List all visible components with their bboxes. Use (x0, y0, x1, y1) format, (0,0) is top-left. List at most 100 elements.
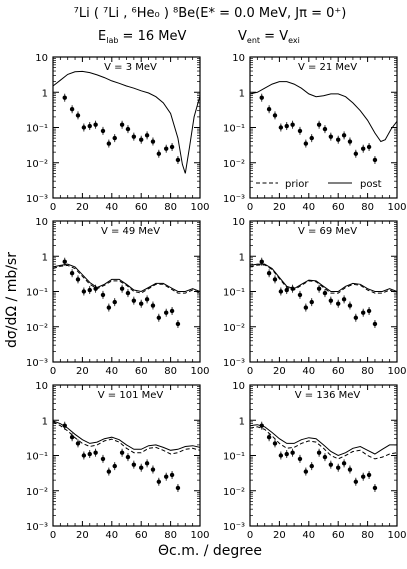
y-tick-label: 10⁻² (223, 323, 245, 334)
x-tick-label: 80 (361, 366, 374, 377)
data-point (112, 135, 117, 141)
data-point (290, 450, 295, 455)
data-point (131, 298, 137, 303)
x-tick-label: 20 (76, 202, 89, 213)
data-point (93, 286, 98, 291)
data-point (139, 465, 144, 470)
data-point (106, 141, 112, 146)
panel-label: V = 3 MeV (104, 62, 157, 73)
data-point (266, 435, 272, 440)
data-point (62, 423, 67, 428)
y-tick-label: 10⁻³ (26, 358, 48, 369)
x-tick-label: 60 (135, 202, 148, 213)
data-point (125, 454, 131, 460)
y-tick-label: 10⁻³ (223, 522, 245, 533)
svg-text:Elab = 16 MeV: Elab = 16 MeV (98, 29, 186, 45)
data-point (336, 137, 341, 142)
data-point (175, 321, 181, 327)
data-point (62, 259, 67, 264)
figure-title: ⁷Li ( ⁷Li , ⁶He₀ ) ⁸Be(E* = 0.0 MeV, Jπ … (74, 6, 347, 21)
y-tick-label: 10⁻² (26, 487, 48, 498)
data-point (341, 461, 347, 466)
data-point (106, 305, 112, 310)
legend-post-label: post (360, 179, 382, 190)
data-point (316, 450, 322, 455)
data-point (284, 123, 289, 129)
y-tick-label: 10⁻¹ (26, 452, 48, 463)
chart-panel: 0 20 40 60 80 100 10 1 10⁻¹ 10⁻² 10⁻³ V = 101 MeV (26, 381, 210, 541)
x-tick-label: 100 (387, 202, 406, 213)
data-point (75, 277, 81, 282)
y-tick-label: 1 (239, 252, 245, 263)
data-point (272, 113, 278, 118)
y-tick-label: 10⁻² (223, 487, 245, 498)
data-point (144, 461, 150, 466)
y-tick-label: 10⁻² (26, 159, 48, 170)
data-point (69, 435, 75, 440)
figure-subtitle: Elab = 16 MeV Vent = Vexi (98, 29, 300, 45)
data-point (75, 441, 81, 446)
chart-panel: 0 20 40 60 80 100 10 1 10⁻¹ 10⁻² 10⁻³ V = 3 MeV (26, 53, 210, 213)
x-tick-label: 80 (361, 530, 374, 541)
data-point (119, 286, 125, 291)
x-tick-label: 40 (302, 530, 315, 541)
x-tick-label: 60 (332, 366, 345, 377)
data-point (328, 462, 334, 467)
prior-curve (53, 264, 200, 294)
x-tick-label: 80 (164, 530, 177, 541)
data-point (278, 125, 284, 130)
data-point (372, 485, 378, 491)
panel-label: V = 49 MeV (101, 226, 160, 237)
y-tick-label: 10⁻¹ (26, 124, 48, 135)
x-tick-label: 60 (135, 366, 148, 377)
x-tick-label: 0 (50, 202, 56, 213)
y-tick-label: 1 (42, 416, 48, 427)
post-curve (53, 420, 200, 451)
data-point (341, 297, 347, 302)
x-tick-label: 20 (76, 530, 89, 541)
data-point (175, 157, 181, 163)
panel-label: V = 101 MeV (98, 390, 164, 401)
x-tick-label: 0 (247, 366, 253, 377)
data-point (156, 315, 162, 320)
data-point (100, 292, 106, 298)
data-point (322, 290, 328, 296)
x-tick-label: 40 (302, 366, 315, 377)
x-tick-label: 100 (190, 366, 209, 377)
data-point (309, 299, 314, 305)
data-point (144, 133, 150, 138)
data-point (119, 450, 125, 455)
data-point (284, 287, 289, 293)
data-point (303, 141, 309, 146)
x-tick-label: 40 (302, 202, 315, 213)
data-point (139, 137, 144, 142)
data-point (297, 456, 303, 462)
data-point (366, 308, 372, 314)
post-curve (250, 263, 397, 292)
data-point (87, 451, 92, 457)
data-point (139, 301, 144, 306)
data-point (309, 135, 314, 141)
data-point (112, 463, 117, 469)
post-curve (250, 81, 397, 143)
post-curve (250, 424, 397, 457)
x-tick-label: 0 (247, 530, 253, 541)
data-point (93, 122, 98, 127)
data-point (366, 144, 372, 150)
x-tick-label: 60 (332, 202, 345, 213)
y-tick-label: 10⁻¹ (26, 288, 48, 299)
data-point (156, 151, 162, 156)
data-point (169, 308, 175, 314)
chart-panel: 0 20 40 60 80 100 10 1 10⁻¹ 10⁻² 10⁻³ V = 69 MeV (223, 217, 407, 377)
data-point (266, 271, 272, 276)
x-tick-label: 100 (387, 366, 406, 377)
post-curve (53, 70, 200, 174)
y-tick-label: 10 (35, 53, 48, 64)
data-point (69, 271, 75, 276)
y-tick-label: 1 (239, 416, 245, 427)
x-tick-label: 0 (50, 366, 56, 377)
legend-prior-label: prior (285, 179, 309, 190)
data-point (125, 126, 131, 132)
data-point (366, 472, 372, 478)
data-point (272, 277, 278, 282)
